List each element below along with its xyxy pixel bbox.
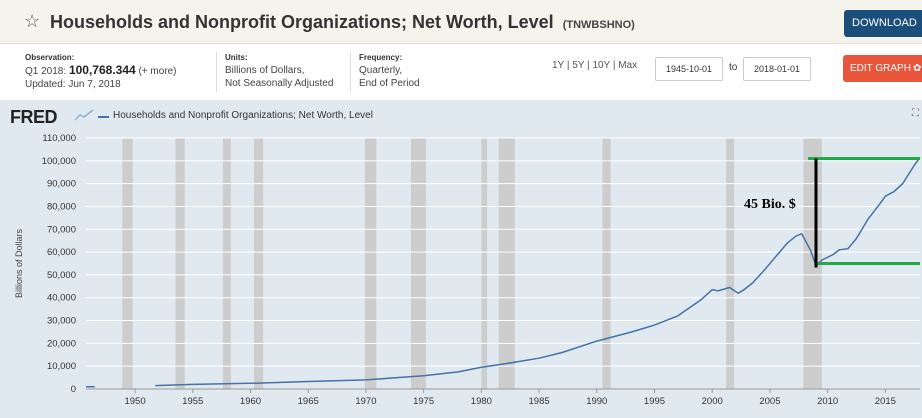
fullscreen-icon[interactable]: ⛶ <box>912 108 919 119</box>
recession-band <box>410 138 426 389</box>
y-tick-label: 90,000 <box>47 179 76 190</box>
x-tick-label: 1960 <box>240 396 261 407</box>
x-tick-label: 2000 <box>702 396 723 407</box>
x-tick-label: 1950 <box>124 396 145 407</box>
range-5y[interactable]: 5Y <box>572 60 585 71</box>
y-tick-label: 40,000 <box>47 293 76 304</box>
recession-band <box>364 138 377 389</box>
difference-annotation: 45 Bio. $ <box>744 197 796 212</box>
page-title: Households and Nonprofit Organizations; … <box>50 11 635 36</box>
observation-period: Q1 2018: <box>25 66 67 77</box>
observation-value: 100,768.344 <box>68 63 136 77</box>
range-max[interactable]: Max <box>618 60 638 71</box>
legend-label: Households and Nonprofit Organizations; … <box>113 110 373 121</box>
start-date-input[interactable]: 1945-10-01 <box>655 57 723 81</box>
units-block: Units: Billions of Dollars, Not Seasonal… <box>225 52 333 90</box>
observation-line: Q1 2018: 100,768.344 (+ more) <box>25 64 177 78</box>
frequency-label: Frequency: <box>359 53 403 62</box>
series-id: (TNWBSHNO) <box>562 19 635 31</box>
legend-line <box>98 116 109 118</box>
divider <box>216 52 217 92</box>
line-chart: 0 10,000 20,000 30,000 40,000 50,000 60,000 70,… <box>14 133 921 407</box>
observation-more-link[interactable]: (+ more) <box>138 66 177 77</box>
x-tick-label: 1955 <box>182 396 203 407</box>
y-tick-label: 110,000 <box>42 133 76 144</box>
range-10y[interactable]: 10Y <box>592 60 611 71</box>
recession-band <box>175 138 185 389</box>
to-label: to <box>729 62 738 73</box>
y-tick-label: 30,000 <box>47 316 76 327</box>
x-tick-label: 2005 <box>759 396 780 407</box>
range-1y[interactable]: 1Y <box>552 60 565 71</box>
y-tick-label: 60,000 <box>47 247 76 258</box>
y-tick-label: 0 <box>71 384 76 395</box>
x-tick-label: 2010 <box>817 396 838 407</box>
x-tick-label: 1975 <box>413 396 434 407</box>
fred-chart-icon <box>74 109 94 121</box>
x-tick-label: 1990 <box>586 396 607 407</box>
range-selector: 1Y | 5Y | 10Y | Max <box>552 60 638 71</box>
chart-container: FRED Households and Nonprofit Organizati… <box>0 100 922 418</box>
recession-band <box>602 138 611 389</box>
frequency-line1: Quarterly, <box>359 65 403 76</box>
end-date-input[interactable]: 2018-01-01 <box>743 57 811 81</box>
fred-logo: FRED <box>10 107 58 127</box>
y-tick-label: 20,000 <box>47 338 76 349</box>
updated-date: Updated: Jun 7, 2018 <box>25 79 121 90</box>
x-tick-label: 1980 <box>471 396 492 407</box>
observation-label: Observation: <box>25 53 75 62</box>
divider <box>350 52 351 92</box>
title-bar: ☆ Households and Nonprofit Organizations… <box>0 0 922 44</box>
x-tick-label: 1970 <box>355 396 376 407</box>
x-tick-label: 2015 <box>875 396 896 407</box>
recession-band <box>222 138 231 389</box>
x-tick-label: 1965 <box>298 396 319 407</box>
recession-band <box>122 138 133 389</box>
y-axis-label: Billions of Dollars <box>14 228 24 298</box>
edit-graph-button[interactable]: EDIT GRAPH ✿ <box>843 55 922 82</box>
recession-band <box>726 138 735 389</box>
frequency-line2: End of Period <box>359 78 420 89</box>
x-tick-label: 1985 <box>529 396 550 407</box>
download-button[interactable]: DOWNLOAD <box>844 10 922 37</box>
y-tick-label: 70,000 <box>47 224 76 235</box>
y-tick-label: 50,000 <box>47 270 76 281</box>
x-tick-label: 1995 <box>644 396 665 407</box>
recession-band <box>253 138 264 389</box>
units-line1: Billions of Dollars, <box>225 65 305 76</box>
observation-block: Observation: Q1 2018: 100,768.344 (+ mor… <box>25 52 177 91</box>
frequency-block: Frequency: Quarterly, End of Period <box>359 52 420 90</box>
net-worth-series-line <box>86 156 921 388</box>
edit-graph-label: EDIT GRAPH <box>850 63 911 74</box>
y-tick-label: 10,000 <box>47 361 76 372</box>
recession-band <box>481 138 488 389</box>
star-icon[interactable]: ☆ <box>24 11 41 31</box>
units-label: Units: <box>225 53 248 62</box>
recession-band <box>498 138 515 389</box>
gear-icon: ✿ <box>912 63 922 74</box>
units-line2: Not Seasonally Adjusted <box>225 78 334 89</box>
series-title: Households and Nonprofit Organizations; … <box>50 12 554 32</box>
y-tick-label: 80,000 <box>47 201 76 212</box>
y-tick-label: 100,000 <box>42 156 76 167</box>
